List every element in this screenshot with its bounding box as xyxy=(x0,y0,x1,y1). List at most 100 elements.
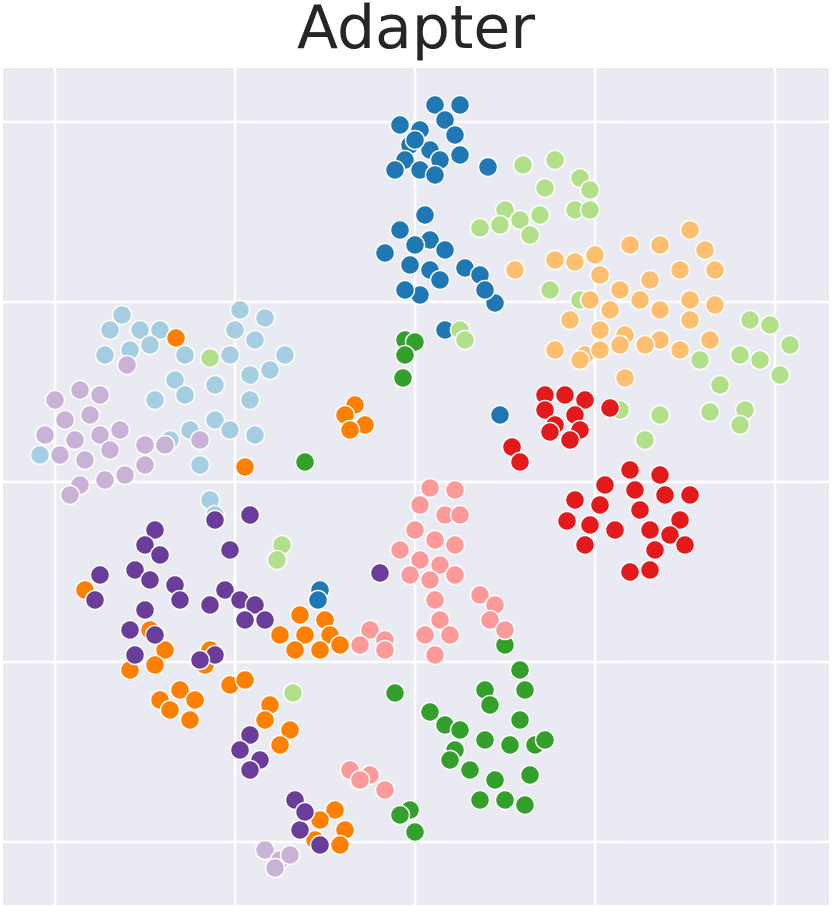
point xyxy=(439,624,461,646)
point xyxy=(474,279,496,301)
point xyxy=(669,339,691,361)
point xyxy=(514,794,536,816)
point xyxy=(189,429,211,451)
point xyxy=(224,319,246,341)
point xyxy=(239,364,261,386)
point xyxy=(29,444,51,466)
point xyxy=(169,679,191,701)
point xyxy=(114,464,136,486)
point xyxy=(679,289,701,311)
point xyxy=(494,789,516,811)
point xyxy=(414,204,436,226)
point xyxy=(479,609,501,631)
point xyxy=(619,234,641,256)
point xyxy=(204,409,226,431)
point xyxy=(629,289,651,311)
point xyxy=(729,414,751,436)
point xyxy=(149,319,171,341)
point xyxy=(199,347,221,369)
point xyxy=(449,94,471,116)
point xyxy=(404,234,426,256)
point xyxy=(639,559,661,581)
point xyxy=(489,404,511,426)
point xyxy=(634,334,656,356)
point xyxy=(124,644,146,666)
point xyxy=(419,701,441,723)
point xyxy=(739,309,761,331)
point xyxy=(699,401,721,423)
point xyxy=(589,319,611,341)
point xyxy=(54,409,76,431)
point xyxy=(564,489,586,511)
point xyxy=(269,624,291,646)
point xyxy=(509,451,531,473)
point xyxy=(349,769,371,791)
point xyxy=(329,634,351,656)
point xyxy=(424,589,446,611)
point xyxy=(419,569,441,591)
point xyxy=(444,124,466,146)
point xyxy=(134,434,156,456)
point xyxy=(394,344,416,366)
point xyxy=(389,804,411,826)
point xyxy=(424,94,446,116)
point xyxy=(59,484,81,506)
point xyxy=(414,624,436,646)
point xyxy=(254,839,276,861)
point xyxy=(769,364,791,386)
point xyxy=(579,179,601,201)
point xyxy=(109,419,131,441)
point xyxy=(539,421,561,443)
point xyxy=(165,327,187,349)
point xyxy=(239,389,261,411)
point xyxy=(99,319,121,341)
point xyxy=(779,334,801,356)
point xyxy=(679,484,701,506)
point xyxy=(294,801,316,823)
point xyxy=(659,524,681,546)
point xyxy=(219,419,241,441)
point xyxy=(556,510,578,532)
point xyxy=(234,456,256,478)
point xyxy=(269,734,291,756)
point xyxy=(389,114,411,136)
point xyxy=(589,264,611,286)
point xyxy=(229,299,251,321)
point xyxy=(674,534,696,556)
point xyxy=(184,689,206,711)
point xyxy=(534,399,556,421)
point xyxy=(559,429,581,451)
point xyxy=(584,244,606,266)
point xyxy=(424,644,446,666)
point xyxy=(199,594,221,616)
point xyxy=(139,334,161,356)
point xyxy=(599,299,621,321)
point xyxy=(477,156,499,178)
point xyxy=(279,719,301,741)
point xyxy=(654,484,676,506)
point xyxy=(234,669,256,691)
point xyxy=(266,549,288,571)
point xyxy=(669,509,691,531)
point xyxy=(574,534,596,556)
point xyxy=(604,519,626,541)
point xyxy=(254,709,276,731)
point xyxy=(374,242,396,264)
point xyxy=(204,374,226,396)
point xyxy=(289,819,311,841)
point xyxy=(439,749,461,771)
point xyxy=(494,619,516,641)
point xyxy=(174,384,196,406)
point xyxy=(374,639,396,661)
point xyxy=(74,449,96,471)
point xyxy=(384,682,406,704)
point xyxy=(154,434,176,456)
point xyxy=(69,379,91,401)
point xyxy=(564,251,586,273)
point xyxy=(539,279,561,301)
point xyxy=(399,564,421,586)
point xyxy=(274,344,296,366)
point xyxy=(149,544,171,566)
point xyxy=(519,224,541,246)
